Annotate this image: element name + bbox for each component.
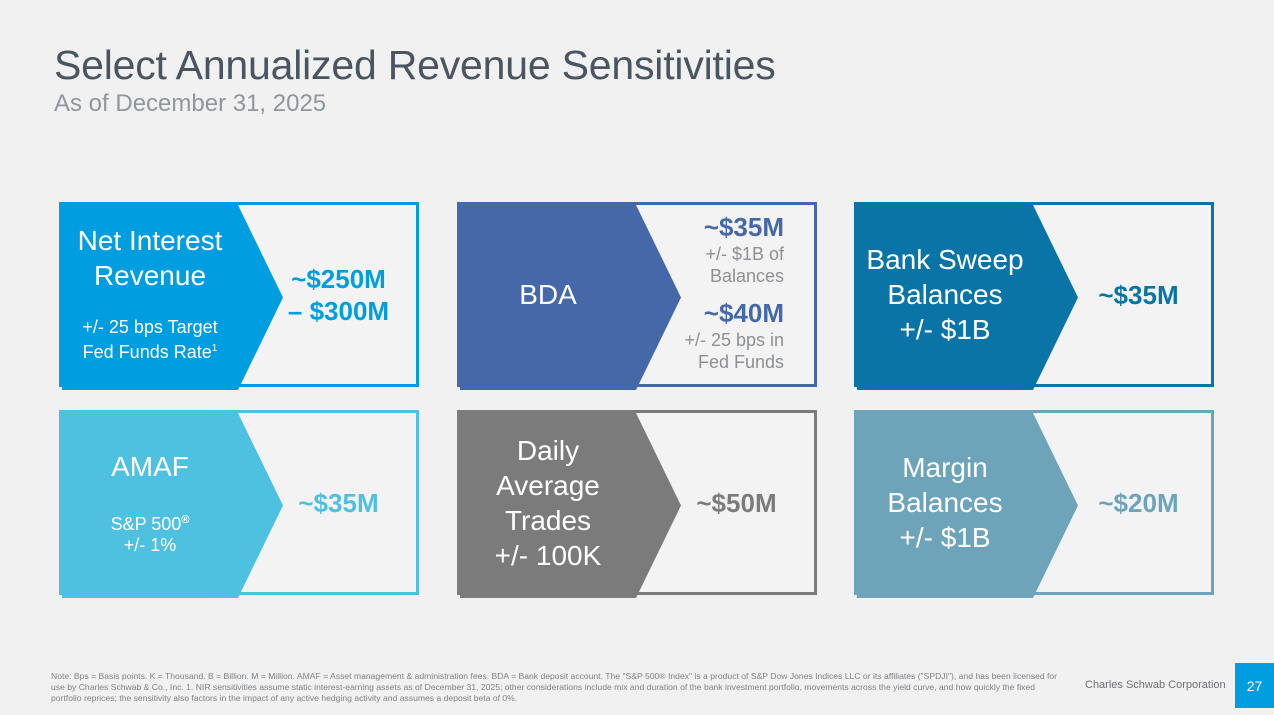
footnote: Note: Bps = Basis points. K = Thousand. … <box>51 671 1058 703</box>
card-arrow-shape <box>857 413 1078 598</box>
card-note-balances: +/- $1B of Balances <box>705 244 784 286</box>
company-name: Charles Schwab Corporation <box>1085 679 1226 691</box>
card-label: BDA <box>519 279 577 310</box>
card-value: ~$50M <box>696 487 777 518</box>
card-arrow-shape <box>62 413 283 598</box>
card-arrow-shape <box>460 413 681 598</box>
card-label: Net Interest Revenue <box>77 225 223 291</box>
page-title: Select Annualized Revenue Sensitivities <box>54 42 776 88</box>
card-label: Bank Sweep Balances +/- $1B <box>866 244 1024 345</box>
card-label: Margin Balances +/- $1B <box>887 452 1003 553</box>
card-value: ~$250M – $300M <box>287 263 390 326</box>
card-margin-balances: Margin Balances +/- $1B ~$20M <box>854 410 1214 598</box>
card-bda: BDA ~$35M +/- $1B of Balances ~$40M +/- … <box>457 202 817 390</box>
card-note: S&P 500® <box>110 514 190 534</box>
card-note-change: +/- 1% <box>123 535 177 555</box>
card-amaf: AMAF S&P 500® +/- 1% ~$35M <box>59 410 419 598</box>
card-net-interest-revenue: Net Interest Revenue +/- 25 bps Target F… <box>59 202 419 390</box>
card-arrow-shape <box>62 205 283 390</box>
card-note-fed-funds: +/- 25 bps in Fed Funds <box>684 330 784 372</box>
card-daily-average-trades: Daily Average Trades +/- 100K ~$50M <box>457 410 817 598</box>
card-bank-sweep: Bank Sweep Balances +/- $1B ~$35M <box>854 202 1214 390</box>
card-note: +/- 25 bps Target Fed Funds Rate1 <box>82 317 218 362</box>
card-value: ~$35M <box>298 487 379 518</box>
card-label: Daily Average Trades +/- 100K <box>494 434 602 571</box>
card-arrow-shape <box>460 205 681 390</box>
page-subtitle: As of December 31, 2025 <box>54 90 327 117</box>
card-value-balances: ~$35M <box>703 212 784 242</box>
card-value: ~$35M <box>1098 279 1179 310</box>
page-number: 27 <box>1235 663 1274 708</box>
card-arrow-shape <box>857 205 1078 390</box>
card-value: ~$20M <box>1098 487 1179 518</box>
card-label: AMAF <box>111 451 189 482</box>
card-value-fed-funds: ~$40M <box>703 298 784 328</box>
